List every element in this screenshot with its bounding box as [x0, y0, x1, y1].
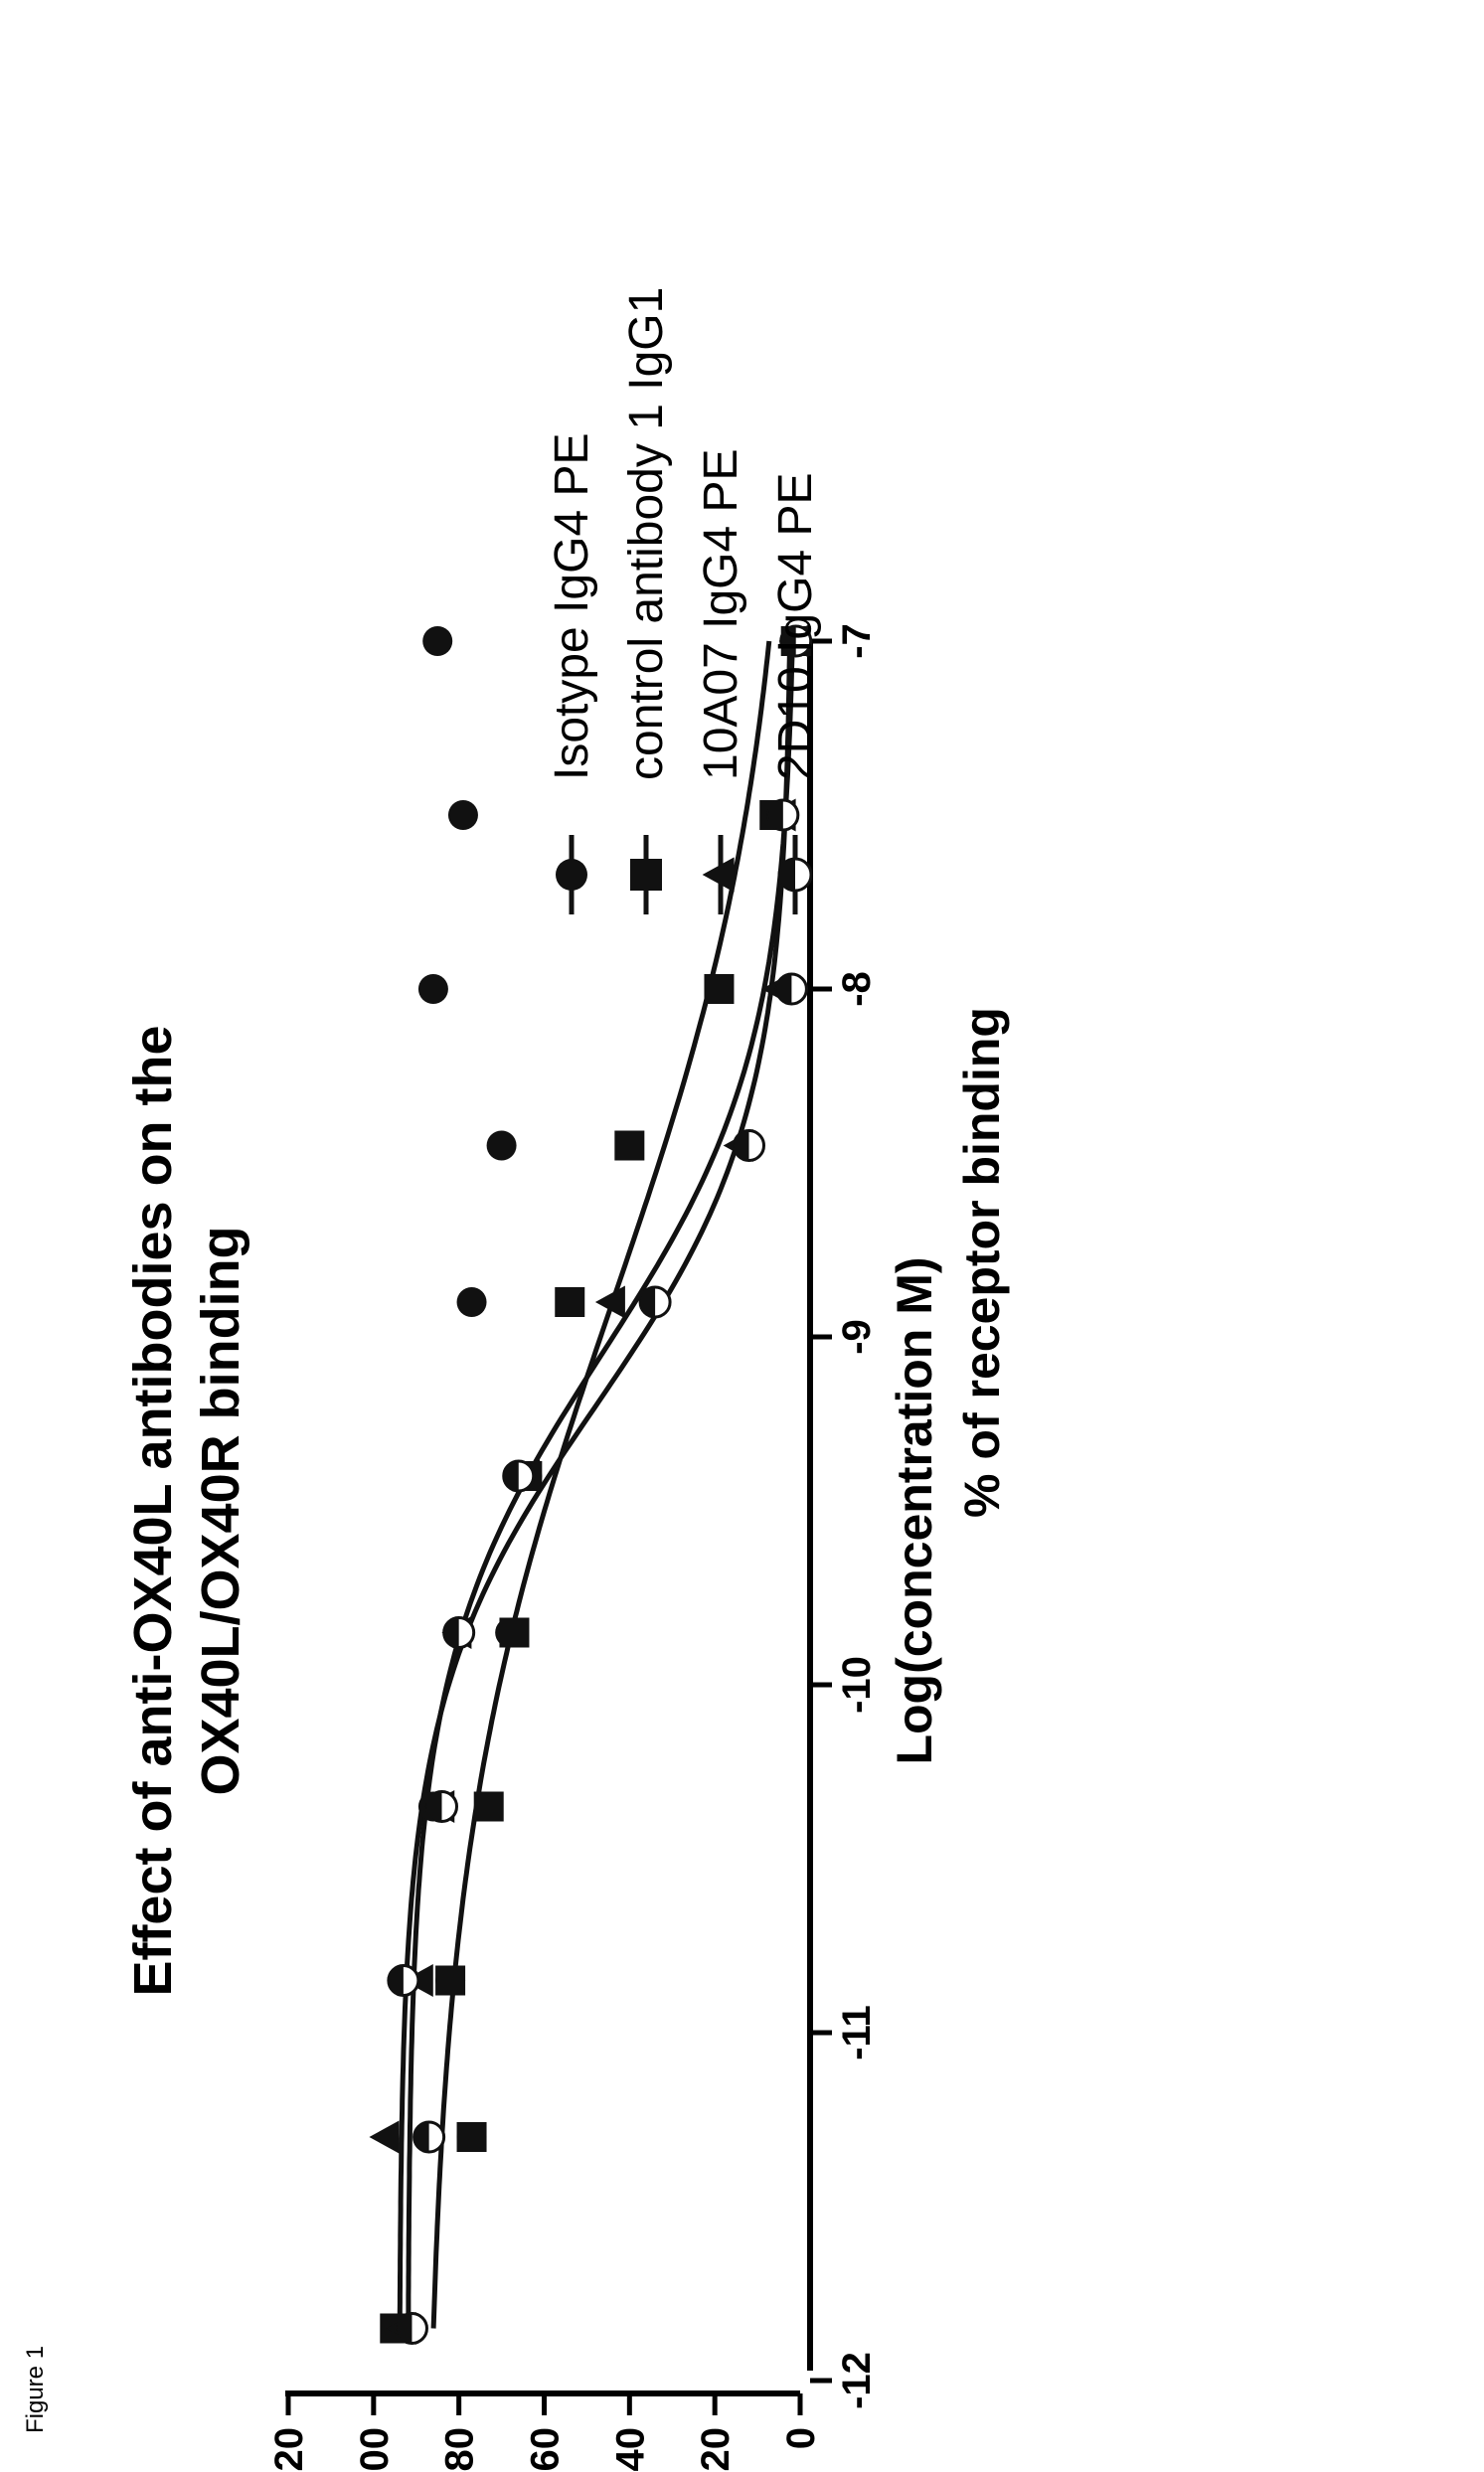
legend: Isotype IgG4 PE control antibody 1 IgG1 10…	[546, 287, 822, 914]
legend-item: control antibody 1 IgG1	[620, 287, 673, 914]
data-point	[779, 624, 813, 658]
chart-title: Effect of anti-OX40L antibodies on the O…	[123, 1025, 250, 1996]
legend-item: 10A07 IgG4 PE	[695, 448, 747, 914]
y-tick-label: 40	[608, 2427, 652, 2472]
legend-marker	[556, 859, 587, 891]
axes	[285, 641, 813, 2396]
y-tick-label: 120	[267, 2427, 311, 2472]
legend-marker	[702, 857, 735, 893]
data-point	[417, 974, 448, 1004]
data-point	[502, 1459, 536, 1493]
data-point	[499, 1617, 530, 1648]
y-tick-label: 60	[524, 2427, 568, 2472]
legend-label: Isotype IgG4 PE	[546, 432, 598, 780]
x-tick-label: -8	[835, 971, 879, 1007]
fit-curve	[406, 640, 795, 2329]
data-point	[614, 1130, 645, 1161]
chart-title-line-1: Effect of anti-OX40L antibodies on the	[123, 1025, 183, 1996]
legend-label: control antibody 1 IgG1	[620, 287, 673, 780]
chart-title-line-2: OX40L/OX40R binding	[191, 1226, 250, 1795]
data-point	[456, 2122, 487, 2152]
data-point	[486, 1130, 517, 1161]
data-point	[395, 2312, 428, 2345]
fit-curve	[397, 640, 792, 2329]
data-point	[456, 1287, 487, 1317]
y-tick-label: 80	[438, 2427, 482, 2472]
y-tick-label: 100	[353, 2427, 397, 2472]
legend-marker	[777, 857, 813, 893]
y-axis-ticks: 0 20 40 60 80 100 120	[267, 2393, 823, 2472]
data-markers	[369, 624, 813, 2345]
data-point	[638, 1285, 672, 1319]
legend-item: 2D10 IgG4 PE	[769, 472, 822, 914]
data-point	[387, 1964, 420, 1997]
x-axis-label: Log(concentration M)	[887, 1256, 942, 1764]
data-point	[774, 972, 808, 1006]
data-point	[442, 1616, 476, 1649]
data-point	[766, 798, 800, 832]
data-point	[435, 1965, 466, 1996]
y-axis-label: % of receptor binding	[954, 1007, 1010, 1518]
data-point	[704, 974, 735, 1004]
data-point	[594, 1285, 625, 1319]
data-point	[422, 626, 453, 656]
legend-label: 10A07 IgG4 PE	[695, 448, 747, 780]
legend-marker	[630, 859, 662, 891]
x-tick-label: -11	[835, 2005, 879, 2060]
x-tick-label: -12	[835, 2352, 879, 2409]
x-tick-label: -9	[835, 1319, 879, 1355]
data-point	[412, 2120, 446, 2154]
x-tick-label: -7	[835, 623, 879, 659]
x-axis-ticks: -12 -11 -10 -9 -8 -7	[810, 623, 879, 2409]
y-tick-label: 20	[694, 2427, 738, 2472]
data-point	[369, 2120, 400, 2154]
data-point	[733, 1129, 765, 1162]
y-tick-label: 0	[779, 2427, 823, 2449]
data-point	[447, 800, 478, 830]
data-point	[555, 1287, 585, 1317]
x-tick-label: -10	[835, 1656, 879, 1714]
legend-label: 2D10 IgG4 PE	[769, 472, 822, 780]
fit-curve	[430, 640, 772, 2329]
data-point	[425, 1790, 458, 1823]
data-point	[473, 1791, 504, 1822]
legend-item: Isotype IgG4 PE	[546, 432, 598, 914]
fit-curves	[397, 640, 795, 2329]
